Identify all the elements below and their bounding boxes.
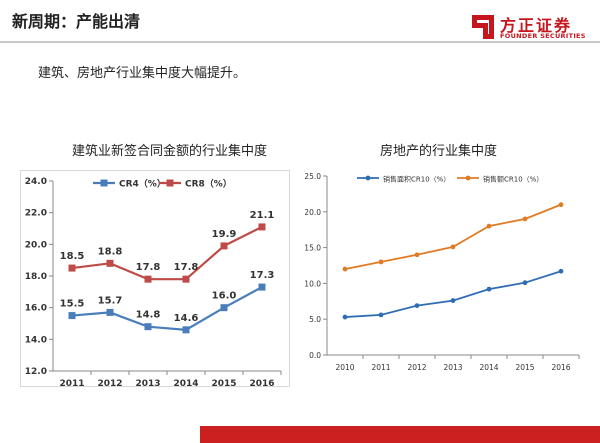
data-point bbox=[378, 312, 384, 318]
title-divider bbox=[0, 41, 600, 43]
subtitle: 建筑、房地产行业集中度大幅提升。 bbox=[38, 66, 247, 81]
data-point bbox=[68, 312, 76, 320]
data-point bbox=[182, 275, 190, 283]
x-tick-label: 2013 bbox=[135, 379, 160, 386]
data-label: 18.5 bbox=[60, 251, 85, 262]
y-tick-label: 15.0 bbox=[305, 244, 321, 253]
data-point bbox=[342, 266, 348, 272]
legend-label: CR4（%） bbox=[119, 179, 166, 190]
y-tick-label: 10.0 bbox=[305, 279, 321, 288]
x-tick-label: 2010 bbox=[335, 363, 354, 372]
left-chart-title: 建筑业新签合同金额的行业集中度 bbox=[72, 144, 268, 159]
data-point bbox=[106, 259, 114, 267]
data-point bbox=[522, 216, 528, 222]
construction-concentration-chart: 12.0 14.0 16.0 18.0 20.0 22.0 24.0 2011 2012 2013… bbox=[25, 177, 282, 389]
logo-english: FOUNDER SECURITIES bbox=[500, 32, 586, 40]
right-chart-panel: 0.0 5.0 10.0 15.0 20.0 25.0 2010 2011 2012 2013 20… bbox=[304, 168, 583, 380]
data-point bbox=[68, 264, 76, 272]
data-point bbox=[258, 223, 266, 231]
x-tick-label: 2015 bbox=[211, 379, 236, 386]
data-point bbox=[414, 252, 420, 258]
data-label: 17.8 bbox=[136, 262, 161, 273]
data-label: 21.1 bbox=[250, 210, 275, 221]
legend-label: CR8（%） bbox=[185, 179, 232, 190]
data-point bbox=[182, 326, 190, 334]
data-label: 16.0 bbox=[212, 291, 237, 302]
series-line-1 bbox=[71, 286, 263, 331]
footer-bar bbox=[200, 426, 600, 443]
page-title: 新周期：产能出清 bbox=[12, 12, 141, 31]
data-point bbox=[378, 259, 384, 265]
data-point bbox=[414, 303, 420, 308]
legend-marker bbox=[365, 175, 371, 181]
data-label: 15.5 bbox=[60, 299, 85, 310]
data-point bbox=[558, 202, 564, 208]
data-point bbox=[220, 304, 228, 312]
data-point bbox=[450, 244, 456, 250]
x-tick-label: 2011 bbox=[371, 363, 390, 372]
series-line-2 bbox=[344, 203, 562, 270]
legend-label: 销售额CR10（%） bbox=[483, 175, 543, 184]
y-tick-label: 20.0 bbox=[305, 208, 321, 217]
left-chart-panel: 12.0 14.0 16.0 18.0 20.0 22.0 24.0 2011 2012 2013… bbox=[20, 170, 290, 389]
legend-marker bbox=[166, 179, 174, 187]
data-label: 17.3 bbox=[250, 270, 275, 281]
data-point bbox=[558, 268, 564, 274]
x-tick-label: 2015 bbox=[515, 363, 534, 372]
logo-name: 方正证券 bbox=[500, 16, 573, 35]
x-tick-label: 2011 bbox=[59, 379, 84, 386]
x-tick-label: 2014 bbox=[479, 363, 498, 372]
data-point bbox=[486, 223, 492, 229]
founder-logo-icon bbox=[472, 15, 494, 39]
real-estate-concentration-chart: 0.0 5.0 10.0 15.0 20.0 25.0 2010 2011 2012 2013 20… bbox=[304, 172, 580, 372]
data-point bbox=[144, 275, 152, 283]
x-tick-label: 2013 bbox=[443, 363, 462, 372]
y-tick-label: 20.0 bbox=[25, 240, 47, 250]
y-tick-label: 18.0 bbox=[25, 272, 47, 282]
y-tick-label: 12.0 bbox=[25, 367, 47, 377]
x-tick-label: 2016 bbox=[551, 363, 570, 372]
data-label: 14.8 bbox=[136, 310, 161, 321]
series-line-1 bbox=[344, 270, 562, 318]
x-tick-label: 2014 bbox=[173, 379, 198, 386]
legend-label: 销售面积CR10（%） bbox=[383, 175, 450, 184]
y-tick-label: 5.0 bbox=[309, 315, 321, 324]
y-tick-label: 14.0 bbox=[25, 335, 47, 345]
y-tick-label: 22.0 bbox=[25, 209, 47, 219]
data-point bbox=[342, 314, 348, 320]
data-label: 15.7 bbox=[98, 295, 123, 306]
data-label: 18.8 bbox=[98, 246, 123, 257]
right-chart-title: 房地产的行业集中度 bbox=[380, 144, 498, 159]
data-point bbox=[220, 242, 228, 250]
series-line-2 bbox=[71, 225, 263, 281]
data-point bbox=[450, 298, 456, 303]
y-tick-label: 0.0 bbox=[309, 351, 321, 360]
data-label: 19.9 bbox=[212, 229, 237, 240]
data-point bbox=[522, 280, 528, 286]
data-point bbox=[106, 308, 114, 316]
logo: 方正证券 FOUNDER SECURITIES bbox=[470, 14, 590, 42]
y-tick-label: 16.0 bbox=[25, 304, 47, 314]
x-tick-label: 2012 bbox=[407, 363, 426, 372]
y-tick-label: 24.0 bbox=[25, 177, 47, 187]
x-tick-label: 2012 bbox=[97, 379, 122, 386]
data-point bbox=[144, 323, 152, 331]
data-label: 14.6 bbox=[174, 313, 199, 324]
y-tick-label: 25.0 bbox=[305, 172, 321, 181]
data-point bbox=[258, 283, 266, 291]
data-label: 17.8 bbox=[174, 262, 199, 273]
x-tick-label: 2016 bbox=[249, 379, 274, 386]
legend-marker bbox=[465, 175, 471, 181]
legend-marker bbox=[100, 179, 108, 187]
data-point bbox=[486, 286, 492, 292]
